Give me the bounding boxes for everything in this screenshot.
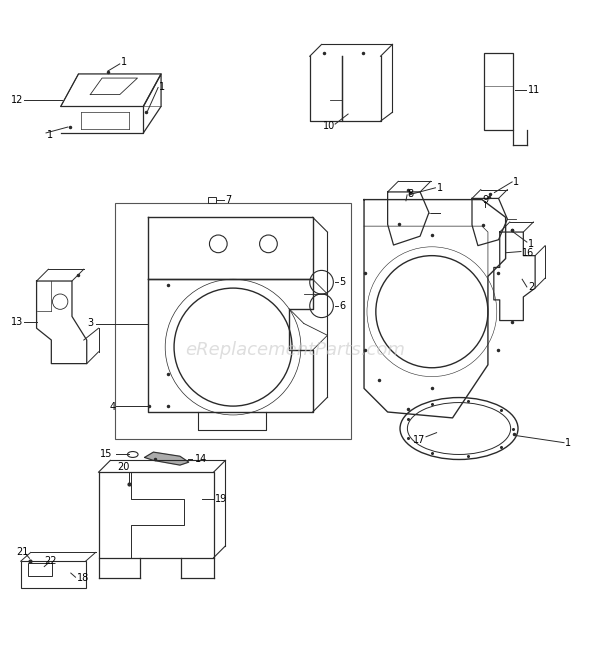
Text: 16: 16 [522,248,535,258]
Text: 4: 4 [109,402,115,412]
Text: 15: 15 [100,450,113,459]
Text: 1: 1 [121,57,127,67]
Text: 1: 1 [159,83,165,93]
Text: 7: 7 [225,195,232,205]
Bar [484,53,513,130]
Text: 19: 19 [215,494,228,504]
Text: 3: 3 [87,318,93,329]
Text: 2: 2 [528,282,535,292]
Text: 10: 10 [323,121,336,131]
Text: 8: 8 [407,189,413,199]
Text: 22: 22 [44,556,57,566]
Text: 11: 11 [528,85,540,96]
Text: 1: 1 [528,239,534,249]
Text: 1: 1 [47,129,53,140]
Text: 5: 5 [339,277,346,287]
Bar [208,197,216,203]
Text: 18: 18 [77,573,89,584]
Bar [21,561,86,588]
Text: 12: 12 [11,96,23,105]
Text: eReplacementParts.com: eReplacementParts.com [185,341,405,359]
Text: 20: 20 [118,462,130,472]
Bar [115,203,351,439]
Text: 6: 6 [339,301,345,311]
Text: 1: 1 [513,177,519,187]
Bar [28,563,52,576]
Text: 1: 1 [437,183,442,193]
Text: 14: 14 [195,454,207,464]
Text: 17: 17 [413,435,425,445]
Text: 21: 21 [17,547,29,558]
Text: 9: 9 [483,195,489,204]
Text: 1: 1 [565,437,571,448]
Text: 13: 13 [11,317,23,327]
Polygon shape [145,452,189,465]
